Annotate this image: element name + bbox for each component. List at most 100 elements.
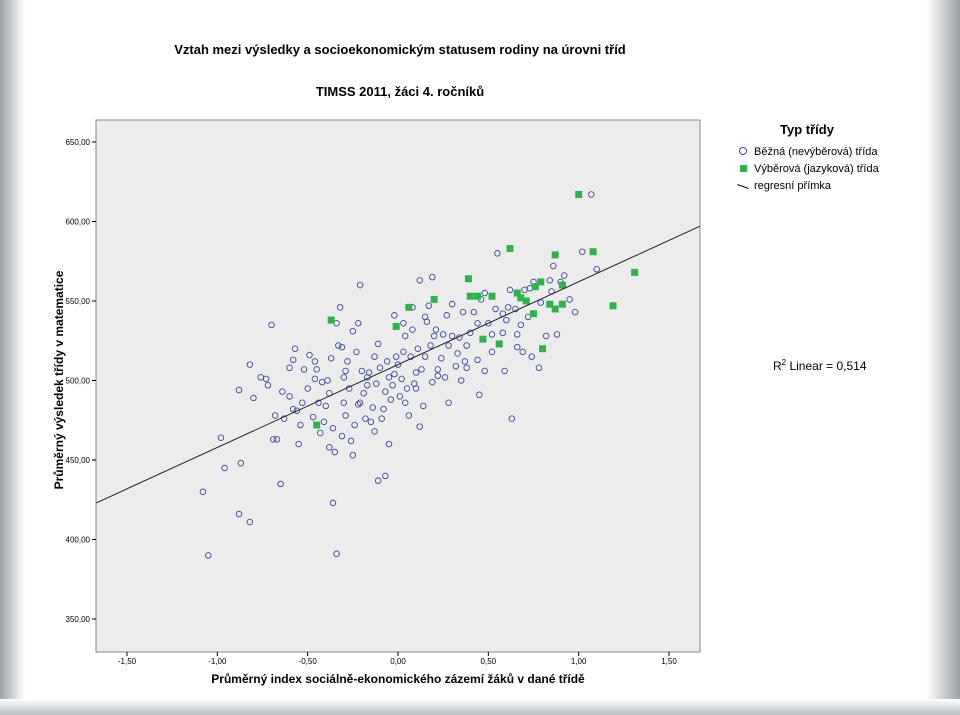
selective-class-point: [575, 190, 583, 198]
regular-class-point: [434, 366, 441, 373]
regular-class-point: [445, 399, 452, 407]
regular-class-point: [329, 424, 337, 432]
regular-class-point: [358, 367, 366, 375]
regular-class-point: [286, 393, 293, 400]
regular-class-point: [418, 366, 425, 373]
regular-class-point: [250, 394, 257, 402]
regular-class-point: [470, 308, 478, 316]
regular-class-point: [416, 423, 423, 430]
regular-class-point: [463, 364, 470, 372]
square-marker-icon: [736, 163, 750, 175]
regular-class-point: [387, 396, 395, 403]
chart-subtitle: TIMSS 2011, žáci 4. ročníků: [315, 84, 485, 99]
regular-class-point: [542, 332, 550, 340]
y-tick-label: 650,00: [66, 138, 91, 147]
regular-class-point: [362, 415, 369, 422]
regular-class-point: [342, 367, 349, 375]
regular-class-point: [374, 340, 382, 348]
selective-class-point: [631, 268, 639, 276]
regular-class-point: [279, 388, 286, 395]
r-squared-value: Linear = 0,514: [789, 359, 867, 373]
legend-title: Typ třídy: [780, 122, 834, 137]
regular-class-point: [506, 286, 514, 294]
regular-class-point: [420, 402, 427, 410]
regular-class-point: [293, 407, 301, 414]
selective-class-point: [589, 248, 597, 256]
selective-class-point: [392, 322, 400, 330]
regular-class-point: [394, 361, 402, 368]
regular-class-point: [513, 343, 521, 351]
regular-class-point: [344, 358, 351, 365]
selective-class-point: [464, 275, 472, 283]
regular-class-point: [286, 364, 293, 372]
regular-class-point: [371, 428, 378, 435]
regular-class-point: [579, 248, 586, 255]
regular-class-point: [400, 320, 407, 327]
regular-class-point: [432, 326, 440, 333]
regular-class-point: [503, 316, 510, 324]
regular-class-point: [439, 331, 447, 338]
y-tick-label: 450,00: [66, 456, 91, 465]
regular-class-point: [400, 348, 407, 356]
regular-class-point: [304, 385, 311, 392]
regular-class-point: [374, 477, 382, 484]
regular-class-point: [461, 358, 469, 365]
regular-class-point: [517, 321, 525, 329]
regular-class-point: [331, 448, 339, 456]
regular-class-point: [309, 413, 317, 421]
regular-class-point: [291, 345, 299, 352]
r-squared-sup: 2: [781, 358, 787, 367]
regular-class-point: [367, 418, 375, 426]
x-tick-label: -1,50: [118, 657, 137, 666]
legend-label-regression: regresní přímka: [754, 180, 832, 192]
regular-class-point: [364, 382, 371, 389]
x-axis-title: Průměrný index sociálně-ekonomického záz…: [211, 672, 585, 686]
regular-class-point: [448, 332, 456, 340]
regular-class-point: [273, 436, 281, 443]
regular-class-point: [412, 369, 420, 376]
y-tick-label: 600,00: [66, 218, 91, 227]
regular-class-point: [476, 391, 483, 399]
regular-class-point: [380, 405, 387, 413]
selective-class-point: [531, 283, 539, 291]
regular-class-point: [383, 358, 391, 365]
regular-class-point: [235, 386, 243, 394]
regular-class-point: [459, 308, 467, 316]
regular-class-point: [295, 440, 302, 448]
y-tick-label: 550,00: [66, 297, 91, 306]
regular-class-point: [429, 378, 436, 386]
regular-class-point: [519, 348, 526, 356]
regular-class-point: [508, 415, 516, 422]
regular-class-point: [311, 375, 319, 383]
regular-class-point: [421, 313, 429, 321]
selective-class-point: [473, 292, 481, 300]
selective-class-point: [405, 303, 413, 311]
regular-class-point: [454, 350, 461, 357]
regular-class-point: [237, 459, 245, 467]
selective-class-point: [327, 316, 335, 324]
regular-class-point: [199, 488, 207, 496]
regular-class-point: [438, 354, 445, 362]
regular-class-point: [360, 389, 367, 397]
regular-class-point: [488, 348, 496, 356]
regular-class-point: [369, 404, 376, 411]
regular-class-point: [326, 444, 333, 451]
x-tick-label: -0,50: [299, 657, 318, 666]
y-tick-label: 350,00: [66, 615, 91, 624]
regular-class-point: [412, 385, 420, 392]
regular-class-point: [535, 364, 543, 372]
regular-class-point: [398, 375, 405, 383]
regular-class-point: [333, 550, 340, 558]
regular-class-point: [571, 308, 579, 316]
regular-class-point: [409, 326, 416, 333]
regular-class-point: [441, 374, 449, 381]
selective-class-point: [609, 302, 617, 310]
regular-class-point: [317, 429, 324, 437]
regular-class-point: [492, 305, 499, 313]
regular-class-point: [588, 191, 595, 198]
regular-class-point: [593, 265, 600, 273]
selective-class-point: [537, 278, 545, 286]
regular-class-point: [553, 331, 561, 338]
regular-class-point: [443, 312, 451, 319]
regular-class-point: [349, 327, 357, 335]
